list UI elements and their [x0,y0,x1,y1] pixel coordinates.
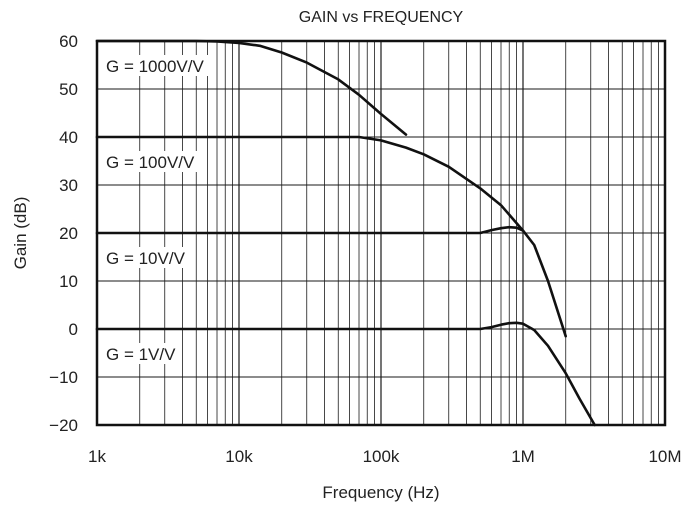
y-tick-label: −10 [49,368,78,387]
series-label-3: G = 10V/V [106,249,186,268]
y-tick-labels: 60 50 40 30 20 10 0 −10 −20 [49,32,78,435]
x-tick-labels: 1k 10k 100k 1M 10M [88,447,682,466]
y-tick-label: 30 [59,176,78,195]
series-label-1: G = 1000V/V [106,57,204,76]
y-tick-label: 60 [59,32,78,51]
series-line-3 [95,225,568,338]
x-tick-label: 10M [648,447,681,466]
y-tick-label: 10 [59,272,78,291]
series-labels: G = 1000V/V G = 100V/V G = 10V/V G = 1V/V [103,55,209,364]
y-tick-label: 0 [69,320,78,339]
series-label-2: G = 100V/V [106,153,195,172]
x-tick-label: 100k [363,447,400,466]
series-label-bg [103,55,209,76]
series-line-2 [95,135,525,232]
plot-frame [95,39,667,427]
series-label-4: G = 1V/V [106,345,176,364]
x-tick-label: 1k [88,447,106,466]
series-line-4 [95,321,597,427]
y-axis-label: Gain (dB) [11,197,30,270]
x-tick-label: 1M [511,447,535,466]
x-tick-label: 10k [225,447,253,466]
y-tick-label: 50 [59,80,78,99]
series-label-bg [103,151,199,172]
series-label-bg [103,247,190,268]
y-tick-label: −20 [49,416,78,435]
y-tick-label: 20 [59,224,78,243]
series-label-bg [103,343,180,364]
x-axis-label: Frequency (Hz) [322,483,439,502]
y-tick-label: 40 [59,128,78,147]
chart-title: GAIN vs FREQUENCY [299,9,464,26]
